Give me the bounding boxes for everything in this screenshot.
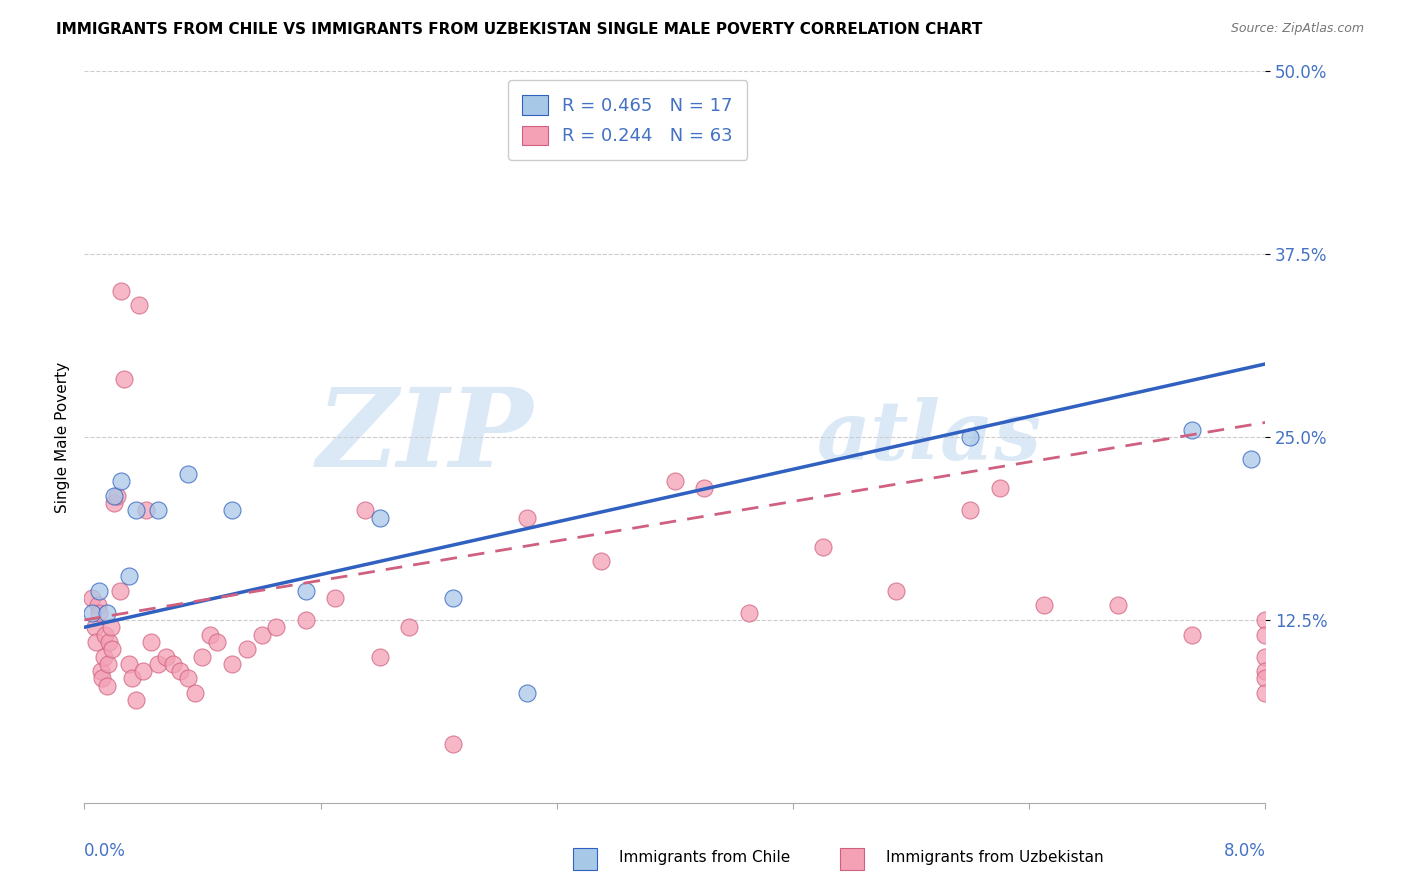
Point (110, 284, 132, 298)
Point (443, 737, 465, 751)
Point (1033, 599, 1056, 613)
Point (139, 635, 162, 649)
Point (184, 686, 207, 700)
Point (132, 664, 155, 678)
Point (1240, 452, 1263, 467)
Text: Source: ZipAtlas.com: Source: ZipAtlas.com (1230, 22, 1364, 36)
Text: 8.0%: 8.0% (1223, 842, 1265, 860)
Point (207, 635, 229, 649)
Point (148, 657, 170, 671)
Point (101, 642, 124, 657)
Text: 0.0%: 0.0% (84, 842, 127, 860)
Text: ZIP: ZIP (316, 384, 533, 491)
Point (959, 430, 981, 444)
Point (80, 606, 103, 620)
Point (110, 474, 132, 488)
Point (98, 635, 121, 649)
Bar (839, 848, 865, 870)
Point (103, 489, 125, 503)
Point (121, 672, 143, 686)
Point (169, 664, 191, 678)
Point (108, 583, 131, 598)
Point (236, 642, 259, 657)
Point (1254, 627, 1277, 641)
Point (135, 503, 157, 517)
Point (664, 474, 686, 488)
Point (295, 613, 318, 627)
Point (87, 583, 111, 598)
Point (96, 606, 118, 620)
Point (811, 540, 834, 554)
Point (1254, 686, 1277, 700)
Point (94, 627, 117, 641)
Point (323, 591, 347, 605)
Point (738, 606, 761, 620)
Point (84, 635, 107, 649)
Point (91, 672, 114, 686)
Point (266, 620, 288, 634)
Point (125, 693, 148, 707)
Point (1107, 599, 1129, 613)
Point (86, 599, 108, 613)
Point (83, 620, 105, 634)
Point (155, 649, 177, 664)
Point (368, 649, 391, 664)
Point (191, 649, 214, 664)
Text: Immigrants from Chile: Immigrants from Chile (619, 850, 790, 865)
Point (516, 510, 538, 524)
Point (1254, 649, 1277, 664)
Point (250, 627, 273, 641)
Point (87, 606, 111, 620)
Point (198, 627, 221, 641)
Point (125, 503, 148, 517)
Point (118, 569, 141, 583)
Point (103, 496, 125, 510)
Point (221, 503, 243, 517)
Point (988, 481, 1011, 495)
Text: Immigrants from Uzbekistan: Immigrants from Uzbekistan (886, 850, 1104, 865)
Point (162, 657, 184, 671)
Text: IMMIGRANTS FROM CHILE VS IMMIGRANTS FROM UZBEKISTAN SINGLE MALE POVERTY CORRELAT: IMMIGRANTS FROM CHILE VS IMMIGRANTS FROM… (56, 22, 983, 37)
Point (112, 371, 135, 385)
Point (105, 489, 128, 503)
Point (221, 657, 243, 671)
Point (368, 510, 391, 524)
Point (354, 503, 377, 517)
Point (1254, 613, 1277, 627)
Point (148, 503, 170, 517)
Point (398, 620, 420, 634)
Bar (572, 848, 598, 870)
Point (1181, 627, 1204, 641)
Point (693, 481, 716, 495)
Point (295, 583, 318, 598)
Point (100, 620, 122, 634)
Legend: R = 0.465   N = 17, R = 0.244   N = 63: R = 0.465 N = 17, R = 0.244 N = 63 (508, 80, 747, 160)
Point (591, 554, 613, 568)
Y-axis label: Single Male Poverty: Single Male Poverty (55, 361, 70, 513)
Point (177, 467, 200, 481)
Point (959, 503, 981, 517)
Point (1181, 423, 1204, 437)
Point (1254, 664, 1277, 678)
Text: atlas: atlas (817, 397, 1042, 477)
Point (93, 649, 115, 664)
Point (128, 298, 150, 312)
Point (80, 591, 103, 605)
Point (90, 664, 112, 678)
Point (118, 657, 141, 671)
Point (97, 657, 120, 671)
Point (516, 686, 538, 700)
Point (886, 583, 908, 598)
Point (96, 679, 118, 693)
Point (1254, 672, 1277, 686)
Point (177, 672, 200, 686)
Point (443, 591, 465, 605)
